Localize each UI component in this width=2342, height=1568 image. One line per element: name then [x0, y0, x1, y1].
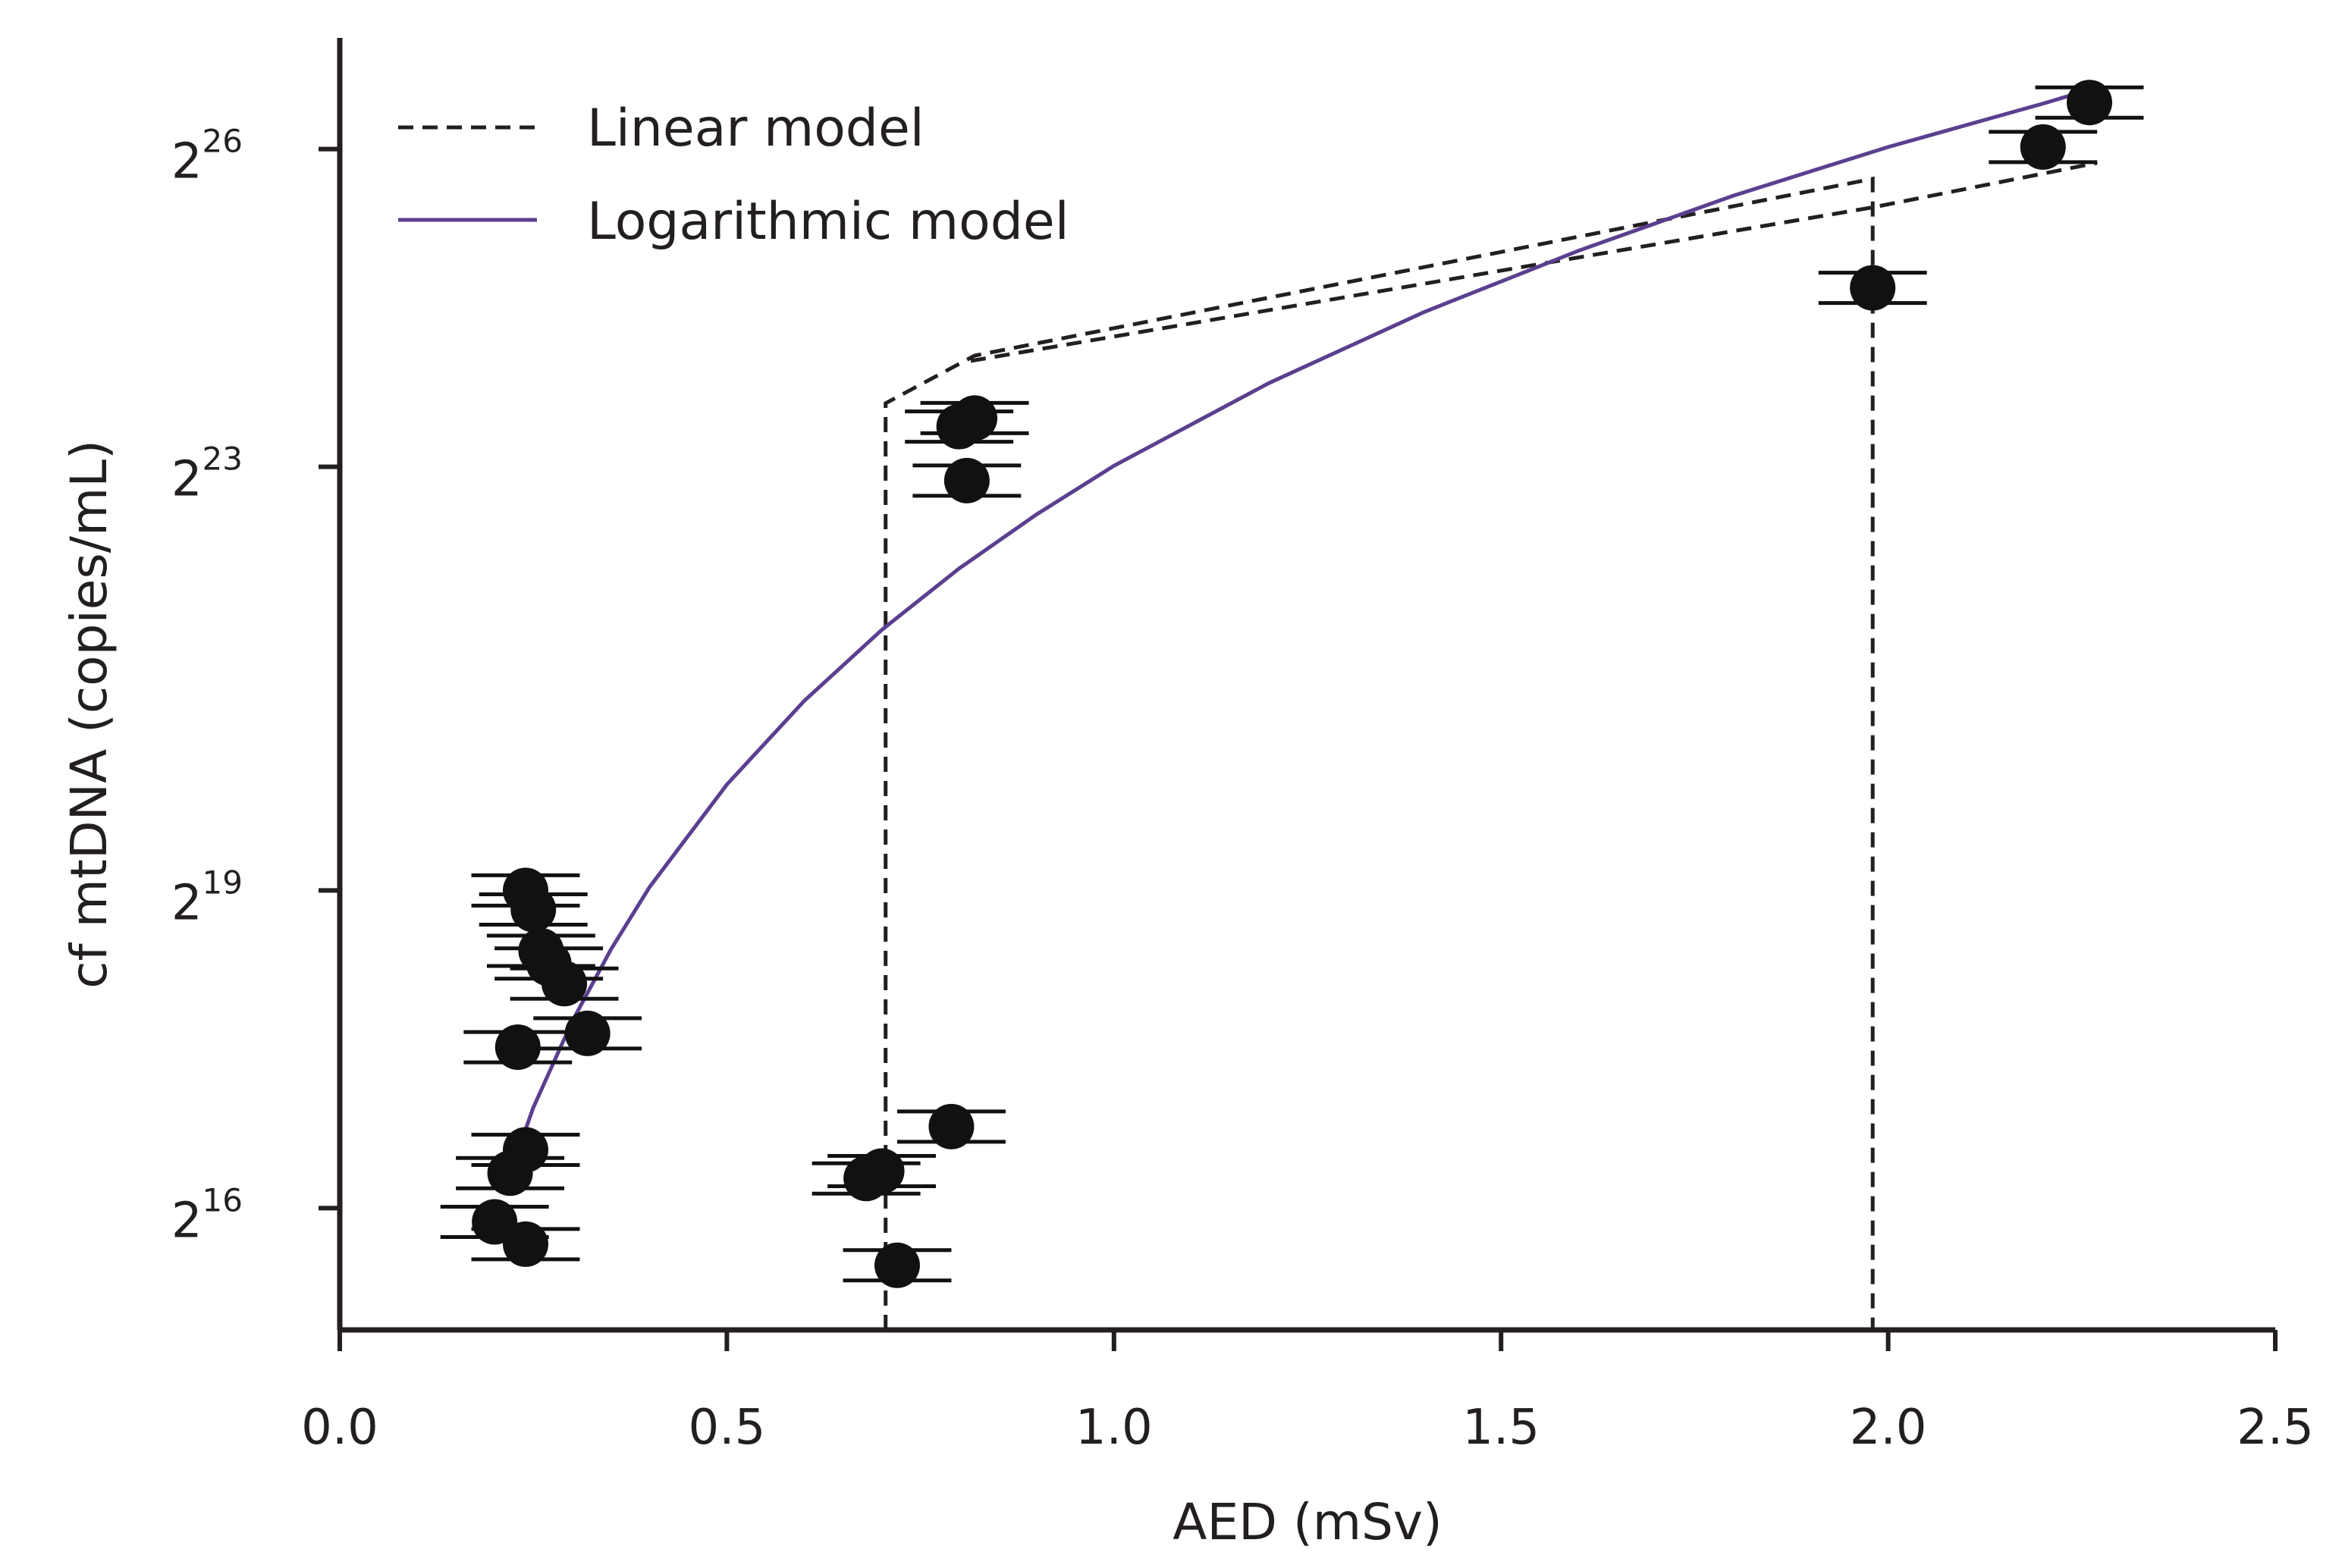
x-tick-label: 0.5 — [689, 1400, 766, 1456]
x-tick-label: 2.0 — [1850, 1400, 1927, 1456]
data-point — [1850, 265, 1896, 311]
data-point — [928, 1103, 975, 1149]
data-point — [564, 1010, 611, 1056]
y-tick-label: 223 — [171, 441, 243, 508]
x-axis-title: AED (mSv) — [1173, 1493, 1442, 1551]
y-axis-ticks: 216 219 223 226 — [171, 123, 340, 1249]
data-point — [487, 1150, 533, 1196]
linear-model-line — [884, 176, 1875, 1330]
data-point — [510, 886, 557, 933]
legend-log-label: Logarithmic model — [587, 192, 1069, 252]
y-axis-title: cf mtDNA (copies/mL) — [60, 440, 118, 989]
plot-area — [440, 80, 2144, 1330]
data-point — [943, 457, 990, 503]
y-tick-label: 226 — [171, 123, 243, 190]
y-tick-label: 219 — [171, 864, 243, 931]
linear-model-line — [970, 161, 2098, 363]
x-axis-ticks: 0.0 0.5 1.0 1.5 2.0 2.5 — [301, 1330, 2314, 1456]
data-point — [843, 1156, 890, 1202]
y-tick-label: 216 — [171, 1181, 243, 1249]
x-tick-label: 0.0 — [301, 1400, 378, 1456]
legend: Linear model Logarithmic model — [398, 99, 1069, 252]
data-point — [542, 961, 588, 1007]
logarithmic-model-curve — [508, 88, 2090, 1174]
data-point — [2067, 80, 2113, 126]
data-point — [874, 1242, 920, 1288]
data-point — [502, 1221, 548, 1267]
data-point — [494, 1024, 541, 1071]
data-point — [936, 403, 982, 450]
data-point — [2020, 124, 2066, 170]
x-tick-label: 1.5 — [1462, 1400, 1540, 1456]
x-tick-label: 1.0 — [1075, 1400, 1153, 1456]
legend-linear-label: Linear model — [587, 99, 925, 158]
x-tick-label: 2.5 — [2237, 1400, 2314, 1456]
